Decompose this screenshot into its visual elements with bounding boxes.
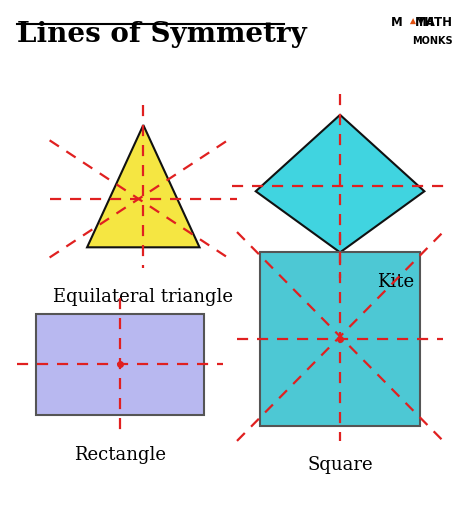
- Polygon shape: [87, 125, 200, 247]
- Polygon shape: [256, 115, 424, 252]
- Text: Lines of Symmetry: Lines of Symmetry: [17, 21, 307, 47]
- Text: TH: TH: [417, 15, 435, 28]
- Text: MATH: MATH: [414, 15, 453, 28]
- Text: Equilateral triangle: Equilateral triangle: [53, 288, 233, 306]
- Polygon shape: [410, 18, 416, 24]
- Text: M: M: [391, 15, 402, 28]
- Text: Rectangle: Rectangle: [74, 446, 166, 464]
- Text: Kite: Kite: [377, 273, 415, 291]
- Bar: [260, 252, 419, 425]
- Text: MONKS: MONKS: [412, 36, 453, 46]
- Text: Square: Square: [307, 456, 373, 474]
- Bar: [36, 314, 204, 416]
